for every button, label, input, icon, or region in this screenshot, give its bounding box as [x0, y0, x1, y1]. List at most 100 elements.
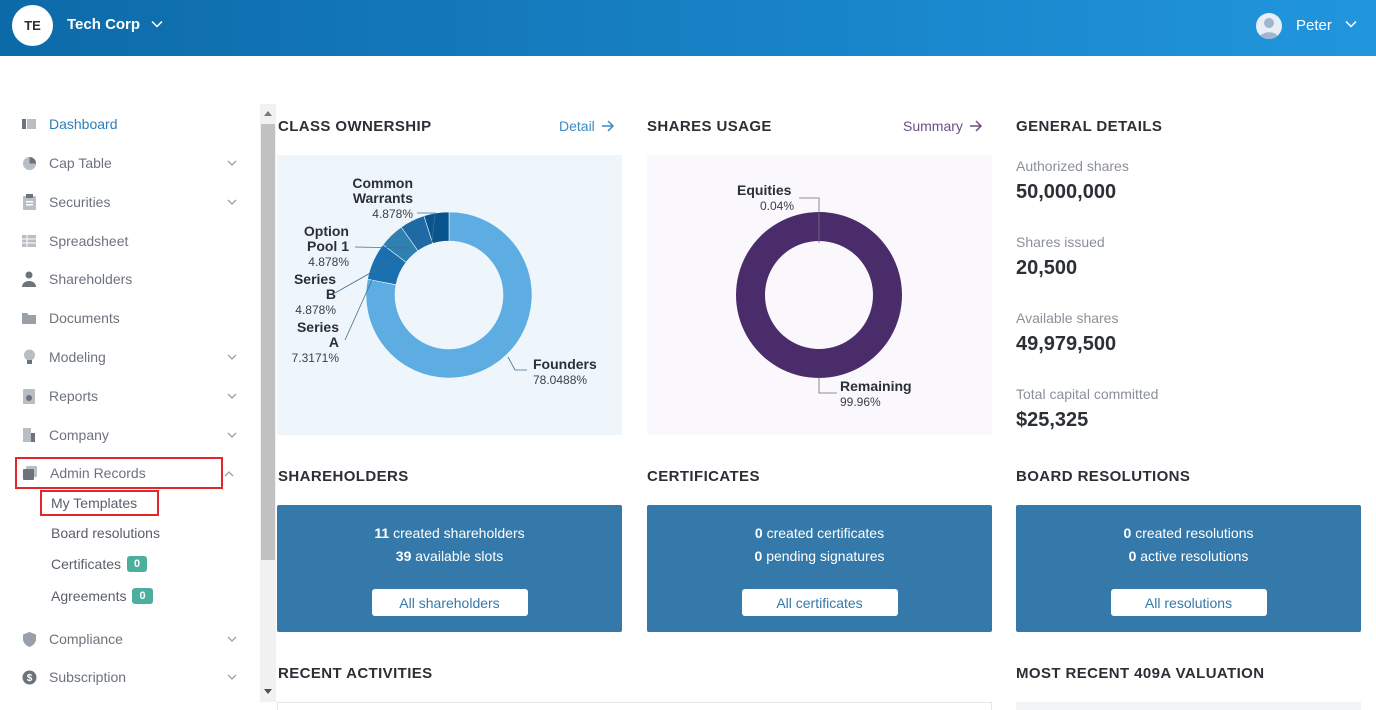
sidebar-item-modeling[interactable]: Modeling — [16, 342, 237, 372]
board-resolutions-title: BOARD RESOLUTIONS — [1016, 468, 1191, 485]
org-avatar[interactable]: TE — [12, 5, 53, 46]
sidebar-item-label: Modeling — [49, 349, 106, 365]
sidebar-item-label: Spreadsheet — [49, 233, 129, 249]
user-avatar-icon[interactable] — [1256, 13, 1282, 39]
certificates-card: 0 created certificates 0 pending signatu… — [647, 505, 992, 632]
count: 0 — [1128, 548, 1137, 564]
sidebar-item-documents[interactable]: Documents — [16, 303, 224, 333]
valuation-panel — [1016, 702, 1361, 710]
top-bar: TE Tech Corp Peter — [0, 0, 1376, 56]
card-line: 0 active resolutions — [1016, 548, 1361, 564]
sidebar-item-label: Cap Table — [49, 155, 112, 171]
card-line: 0 pending signatures — [647, 548, 992, 564]
chevron-down-icon[interactable] — [226, 633, 238, 645]
scrollbar-thumb[interactable] — [261, 124, 275, 560]
shares-usage-title: SHARES USAGE — [647, 118, 772, 135]
org-name[interactable]: Tech Corp — [67, 16, 141, 33]
chevron-down-icon[interactable] — [226, 196, 238, 208]
label-option-pool-2: Pool 1 — [307, 238, 349, 254]
scroll-up-arrow-icon[interactable] — [263, 109, 273, 117]
all-certificates-button[interactable]: All certificates — [741, 589, 898, 616]
chevron-down-icon[interactable] — [150, 17, 164, 31]
slice-founders[interactable] — [365, 211, 533, 379]
leader-line-equities — [799, 197, 820, 243]
slice-remaining[interactable] — [736, 212, 902, 378]
shares-usage-panel: Equities 0.04% Remaining 99.96% — [647, 155, 992, 435]
slice-common-warrants[interactable] — [423, 211, 450, 244]
card-text: created certificates — [766, 525, 885, 541]
shield-icon — [21, 631, 37, 647]
leader-line-series-a — [344, 279, 373, 341]
summary-link[interactable]: Summary — [903, 118, 983, 134]
card-line: 0 created certificates — [647, 525, 992, 541]
sub-item-agreements[interactable]: Agreements 0 — [51, 585, 153, 607]
sidebar-item-spreadsheet[interactable]: Spreadsheet — [16, 226, 224, 256]
sidebar-item-label: Dashboard — [49, 116, 118, 132]
chevron-down-icon[interactable] — [226, 671, 238, 683]
sidebar-item-company[interactable]: Company — [16, 420, 237, 450]
arrow-right-icon — [601, 120, 614, 132]
sidebar-item-admin-records[interactable]: Admin Records — [15, 457, 234, 489]
count: 11 — [374, 525, 390, 541]
pct-series-b: 4.878% — [295, 303, 336, 317]
chevron-down-icon[interactable] — [226, 390, 238, 402]
shares-usage-donut-chart: Equities 0.04% Remaining 99.96% — [736, 182, 912, 409]
pie-chart-icon — [21, 155, 37, 171]
card-text: created shareholders — [393, 525, 525, 541]
label-series-a: Series — [297, 319, 339, 335]
available-shares-label: Available shares — [1016, 310, 1119, 326]
sidebar-item-reports[interactable]: Reports — [16, 381, 237, 411]
chevron-down-icon[interactable] — [1344, 17, 1358, 31]
count: 0 — [754, 548, 763, 564]
chevron-down-icon[interactable] — [226, 351, 238, 363]
user-name[interactable]: Peter — [1296, 17, 1332, 34]
all-resolutions-button[interactable]: All resolutions — [1110, 589, 1267, 616]
class-ownership-donut-chart: Founders Series A Series B Option Pool 1… — [292, 175, 597, 387]
dollar-icon: $ — [21, 669, 37, 685]
sub-item-label: Certificates — [51, 556, 122, 572]
sidebar-item-subscription[interactable]: $ Subscription — [16, 662, 237, 692]
label-series-a-2: A — [329, 334, 339, 350]
certificates-title: CERTIFICATES — [647, 468, 760, 485]
count-badge: 0 — [132, 588, 153, 604]
leader-line-common — [417, 212, 436, 243]
pct-common: 4.878% — [372, 207, 413, 221]
svg-text:$: $ — [26, 673, 32, 684]
sidebar-item-securities[interactable]: Securities — [16, 187, 237, 217]
sidebar-item-label: Reports — [49, 388, 99, 404]
authorized-shares-value: 50,000,000 — [1016, 181, 1117, 203]
authorized-shares-label: Authorized shares — [1016, 158, 1129, 174]
link-label: Detail — [559, 118, 595, 134]
detail-link[interactable]: Detail — [559, 118, 615, 134]
sub-item-my-templates[interactable]: My Templates — [40, 490, 160, 516]
class-ownership-panel: Founders Series A Series B Option Pool 1… — [277, 155, 622, 435]
leader-line-option-pool — [354, 246, 410, 249]
all-shareholders-button[interactable]: All shareholders — [371, 589, 528, 616]
sub-item-board-resolutions[interactable]: Board resolutions — [51, 525, 160, 541]
label-equities: Equities — [737, 182, 792, 198]
shareholders-card: 11 created shareholders 39 available slo… — [277, 505, 622, 632]
scroll-down-arrow-icon[interactable] — [263, 688, 273, 696]
sidebar-item-dashboard[interactable]: Dashboard — [16, 109, 224, 139]
count: 0 — [754, 525, 763, 541]
person-icon — [21, 271, 37, 287]
shares-issued-value: 20,500 — [1016, 257, 1078, 279]
sidebar-item-compliance[interactable]: Compliance — [16, 624, 237, 654]
capital-committed-label: Total capital committed — [1016, 386, 1159, 402]
table-icon — [21, 233, 37, 249]
shareholders-title: SHAREHOLDERS — [278, 468, 409, 485]
chevron-down-icon[interactable] — [226, 429, 238, 441]
leader-line-series-b — [334, 258, 396, 294]
sidebar-item-cap-table[interactable]: Cap Table — [16, 148, 237, 178]
pct-founders: 78.0488% — [533, 373, 587, 387]
chevron-up-icon[interactable] — [223, 468, 235, 480]
sidebar-item-shareholders[interactable]: Shareholders — [16, 264, 224, 294]
sidebar-item-label: Securities — [49, 194, 111, 210]
sub-item-certificates[interactable]: Certificates 0 — [51, 553, 148, 575]
clipboard-icon — [21, 194, 37, 210]
chevron-down-icon[interactable] — [226, 157, 238, 169]
leader-line-founders — [507, 356, 527, 371]
label-common-2: Warrants — [353, 190, 413, 206]
sidebar-item-label: Subscription — [49, 669, 127, 685]
dashboard-icon — [21, 116, 37, 132]
